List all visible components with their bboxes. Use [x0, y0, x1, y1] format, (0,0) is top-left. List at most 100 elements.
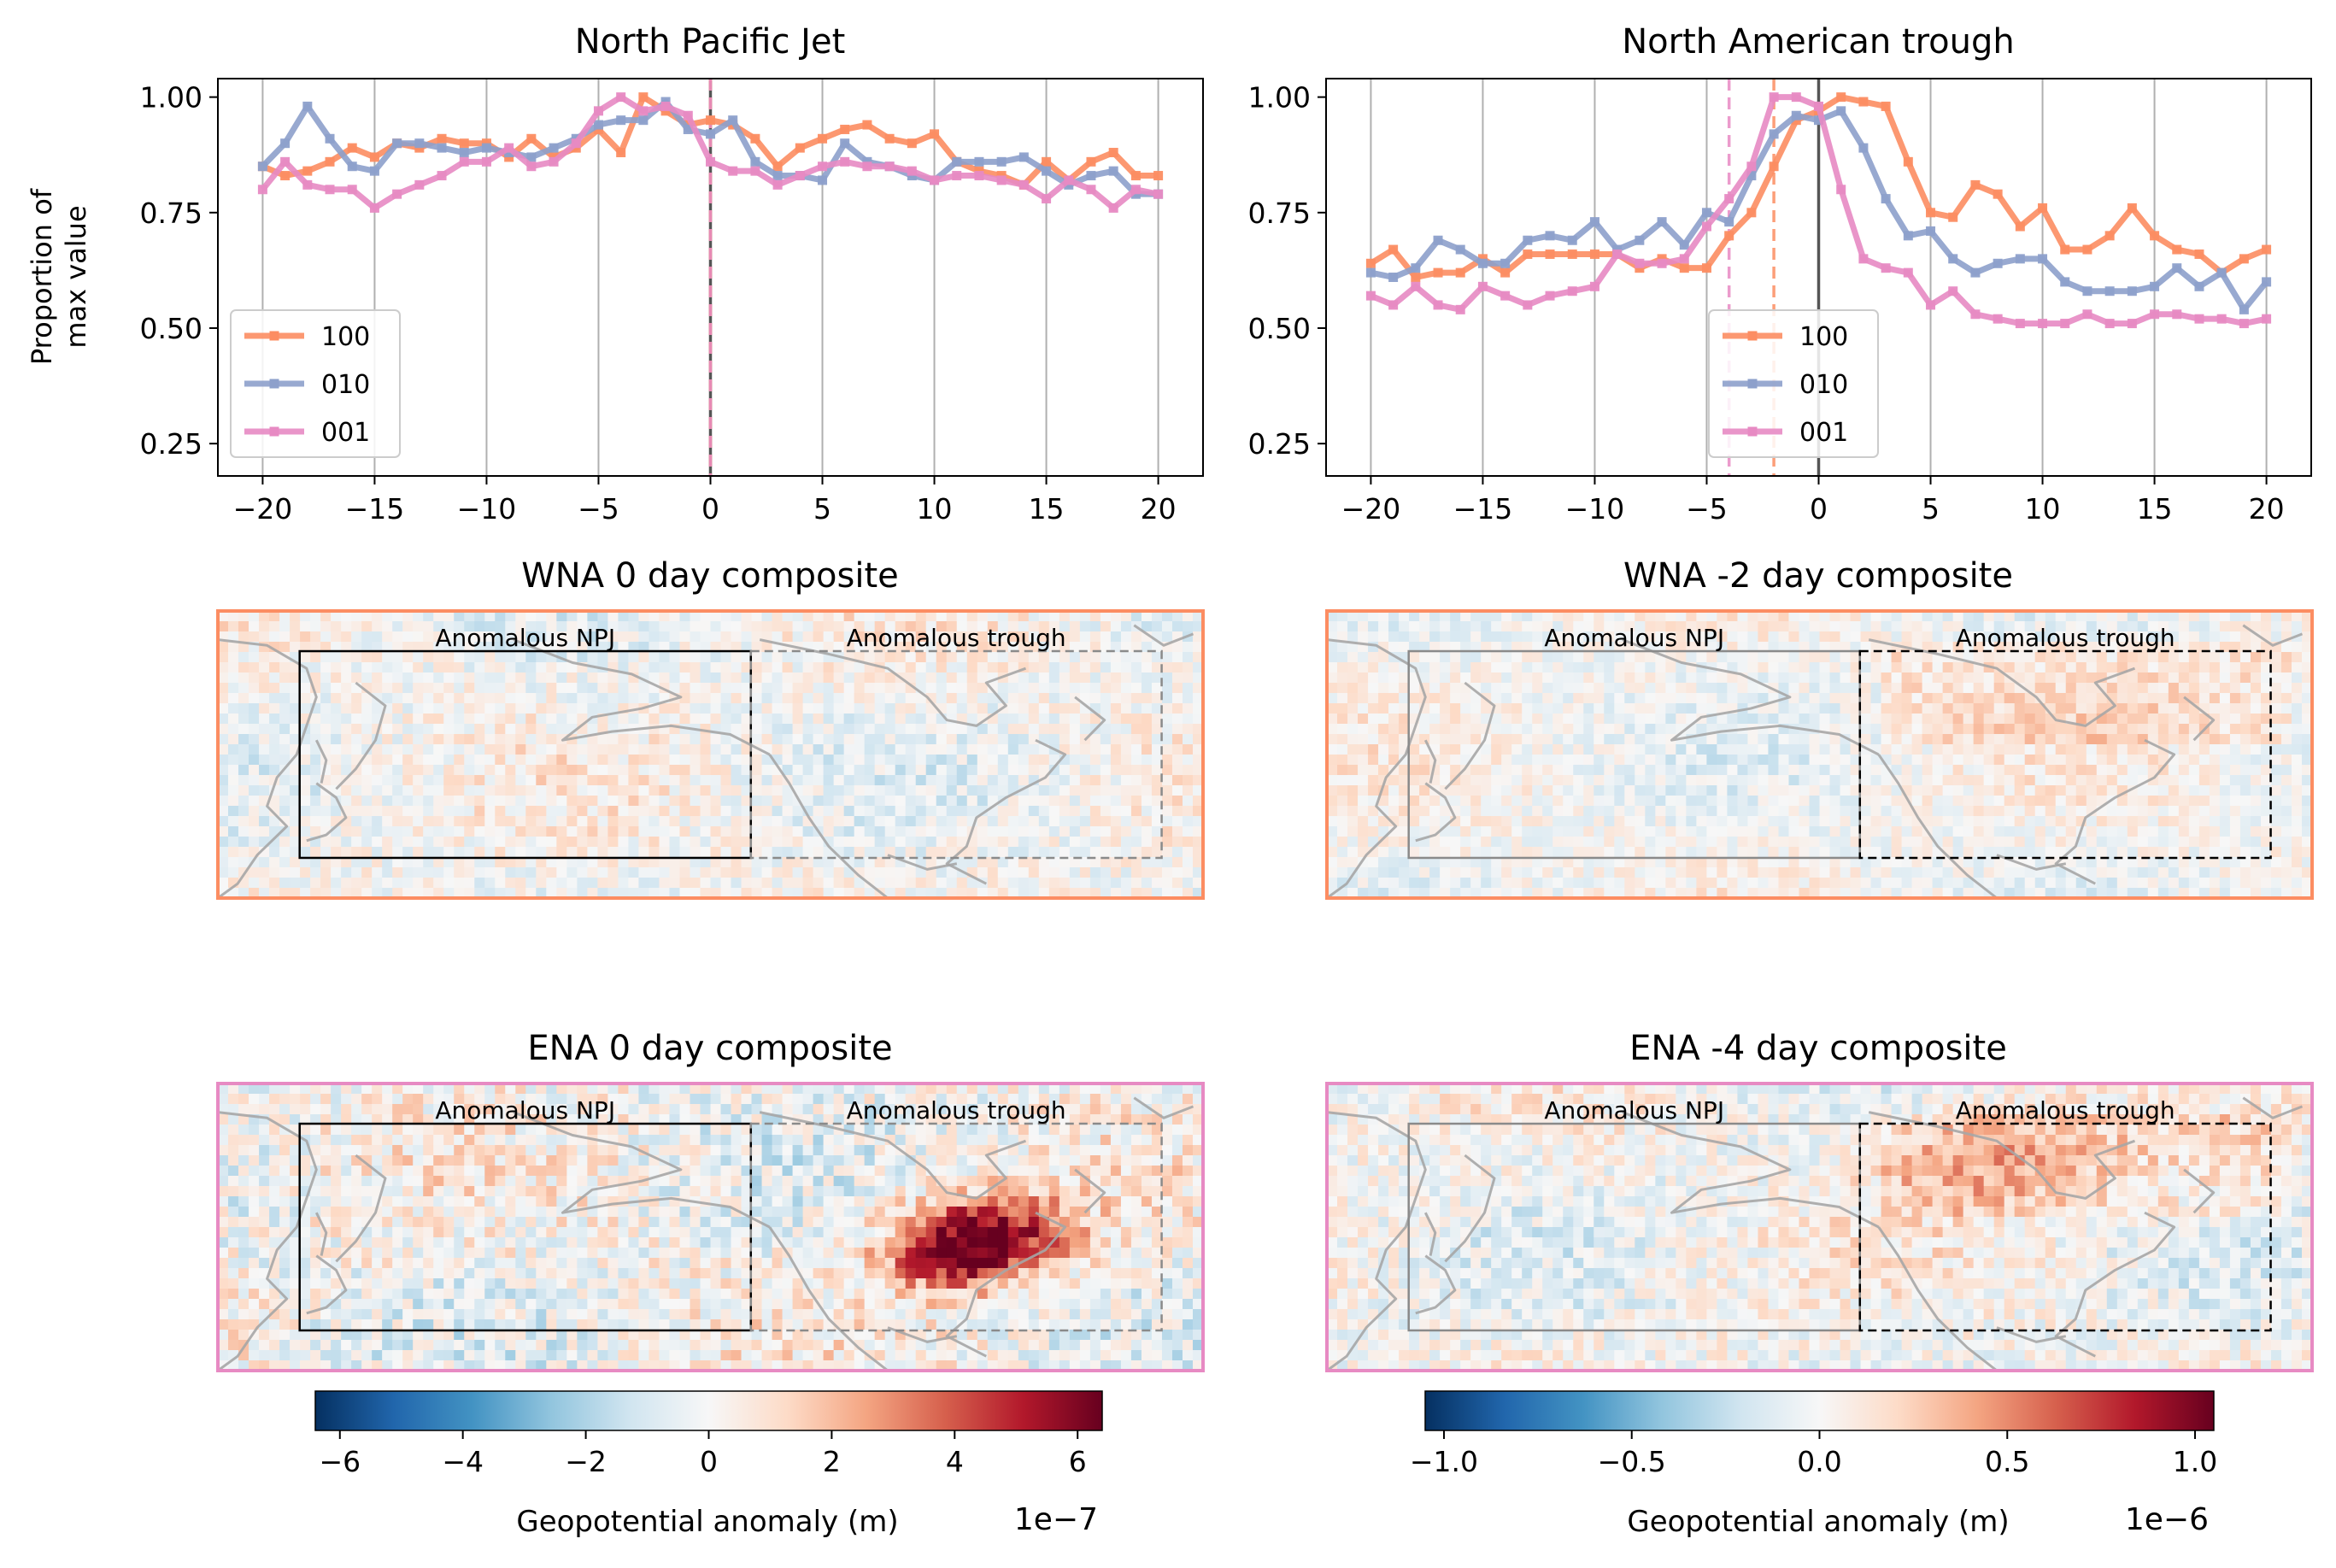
field-cell	[1511, 806, 1523, 817]
field-cell	[659, 662, 671, 673]
field-cell	[413, 621, 424, 632]
field-cell	[813, 683, 825, 694]
field-cell	[1192, 672, 1204, 684]
field-cell	[2137, 744, 2149, 755]
field-cell	[423, 837, 434, 848]
field-cell	[1942, 693, 1954, 704]
field-cell	[884, 724, 896, 735]
field-cell	[1192, 765, 1204, 776]
field-cell	[402, 796, 414, 807]
field-cell	[392, 857, 403, 868]
field-cell	[1089, 662, 1101, 673]
data-point	[1433, 300, 1443, 310]
field-cell	[710, 878, 722, 889]
field-cell	[1110, 672, 1122, 684]
field-cell	[2168, 724, 2180, 735]
field-cell	[2004, 683, 2016, 694]
field-cell	[864, 652, 876, 663]
field-cell	[813, 642, 825, 653]
field-cell	[1110, 755, 1122, 766]
field-cell	[2291, 724, 2303, 735]
field-cell	[351, 724, 362, 735]
field-cell	[484, 755, 496, 766]
field-cell	[1470, 765, 1482, 776]
field-cell	[402, 847, 414, 858]
field-cell	[1583, 755, 1594, 766]
field-cell	[1007, 867, 1019, 878]
field-cell	[1665, 744, 1676, 755]
field-cell	[1993, 785, 2005, 796]
data-point	[1365, 291, 1376, 301]
field-cell	[2137, 611, 2149, 622]
field-cell	[1069, 806, 1081, 817]
field-cell	[2168, 765, 2180, 776]
field-cell	[269, 867, 280, 878]
field-cell	[2270, 662, 2282, 673]
field-cell	[1973, 621, 1985, 632]
field-cell	[1028, 888, 1040, 899]
field-cell	[649, 662, 660, 673]
field-cell	[597, 847, 608, 858]
field-cell	[782, 837, 794, 848]
field-cell	[525, 724, 537, 735]
field-cell	[1358, 755, 1369, 766]
field-cell	[782, 806, 794, 817]
field-cell	[956, 816, 968, 827]
field-cell	[423, 693, 434, 704]
field-cell	[361, 847, 373, 858]
field-cell	[741, 867, 753, 878]
field-cell	[1429, 703, 1441, 714]
field-cell	[1141, 888, 1153, 899]
field-cell	[1706, 652, 1717, 663]
field-cell	[2250, 714, 2262, 725]
field-cell	[2250, 693, 2262, 704]
field-cell	[1922, 693, 1934, 704]
field-cell	[361, 652, 373, 663]
field-cell	[1860, 631, 1872, 643]
field-cell	[905, 642, 917, 653]
field-cell	[474, 621, 485, 632]
field-cell	[1069, 775, 1081, 786]
field-cell	[1347, 744, 1359, 755]
field-cell	[956, 744, 968, 755]
field-cell	[679, 662, 691, 673]
field-cell	[628, 847, 640, 858]
field-cell	[1378, 734, 1389, 745]
field-cell	[238, 642, 249, 653]
field-cell	[1038, 847, 1050, 858]
field-cell	[1952, 765, 1964, 776]
field-cell	[700, 703, 712, 714]
field-cell	[546, 806, 557, 817]
field-cell	[1655, 672, 1666, 684]
line-chart-north-pacific-jet: North Pacific Jet Proportion of max valu…	[26, 22, 1204, 526]
data-point	[392, 138, 402, 149]
field-cell	[2178, 703, 2190, 714]
field-cell	[2075, 785, 2087, 796]
field-cell	[874, 816, 886, 827]
field-cell	[2291, 755, 2303, 766]
data-point	[1679, 254, 1689, 264]
field-cell	[1624, 672, 1635, 684]
field-cell	[515, 611, 526, 622]
field-cell	[1347, 703, 1359, 714]
field-cell	[1932, 796, 1944, 807]
field-cell	[1141, 878, 1153, 889]
field-cell	[2106, 611, 2118, 622]
field-cell	[761, 837, 773, 848]
field-cell	[905, 867, 917, 878]
field-cell	[1665, 714, 1676, 725]
field-cell	[228, 652, 239, 663]
field-cell	[2086, 714, 2098, 725]
field-cell	[823, 714, 835, 725]
field-cell	[1768, 631, 1780, 643]
field-cell	[1388, 621, 1400, 632]
field-cell	[290, 785, 301, 796]
field-cell	[2034, 744, 2046, 755]
data-point	[369, 166, 379, 176]
field-cell	[2034, 785, 2046, 796]
field-cell	[1922, 672, 1934, 684]
field-cell	[1182, 775, 1194, 786]
field-cell	[1983, 775, 1995, 786]
field-cell	[2168, 652, 2180, 663]
